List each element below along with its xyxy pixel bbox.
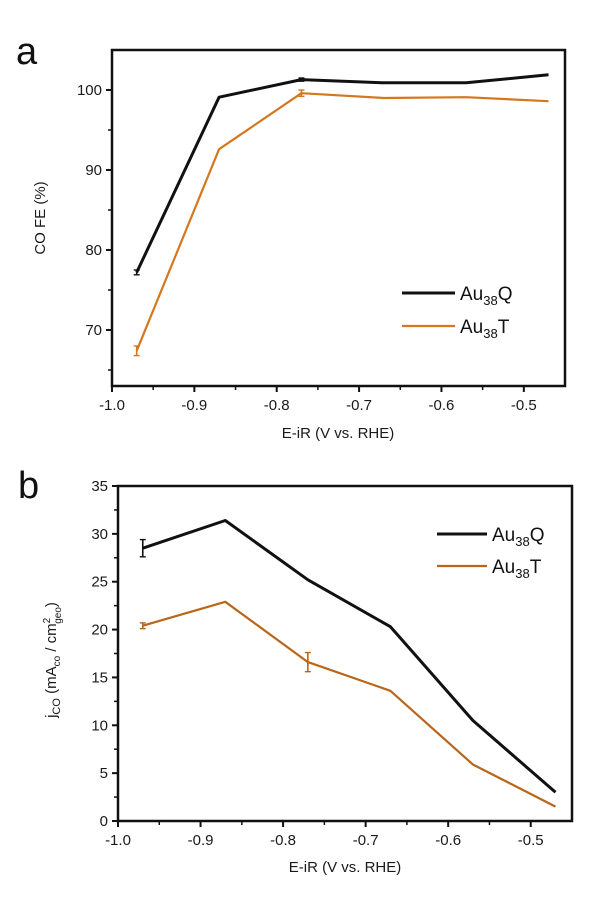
legend-base: Au [492, 557, 515, 578]
series-line-Au38T [135, 92, 549, 352]
x-tick-label: -0.8 [270, 832, 296, 849]
panel-a-marks [133, 73, 549, 357]
y-tick-label: 90 [85, 162, 102, 179]
legend-suffix: Q [530, 525, 545, 546]
panel-b-marks [139, 519, 557, 808]
x-tick-label: -0.8 [264, 397, 290, 414]
legend-label-Au38Q: Au38Q [460, 284, 513, 308]
ylabel-j-sub: CO [51, 698, 63, 715]
legend-suffix: T [498, 317, 510, 338]
error-bar-Au38T [133, 345, 140, 357]
panel-a-x-axis-label: E-iR (V vs. RHE) [282, 425, 395, 442]
ylabel-close: ) [43, 602, 60, 607]
series-line-Au38Q [142, 519, 557, 794]
panel-a-axes: -1.0 -0.9 -0.8 -0.7 -0.6 -0.5 70 80 90 100 [77, 48, 567, 414]
legend-sub: 38 [483, 293, 497, 308]
y-tick-label: 70 [85, 322, 102, 339]
y-tick-label: 15 [91, 669, 108, 686]
legend-label-Au38Q: Au38Q [492, 525, 545, 549]
error-bar-Au38Q [298, 77, 305, 82]
panel-b: b -1.0 -0.9 -0.8 -0.7 -0.6 -0.5 0 5 10 15 20 25 30 35… [18, 465, 574, 876]
y-tick-label: 20 [91, 622, 108, 639]
legend-label-Au38T: Au38T [460, 317, 510, 341]
y-tick-label: 5 [100, 765, 108, 782]
legend-base: Au [492, 525, 515, 546]
legend-sub: 38 [483, 326, 497, 341]
ylabel-unit-sub: co [52, 655, 63, 666]
legend-base: Au [460, 284, 483, 305]
legend-sub: 38 [515, 534, 529, 549]
y-tick-label: 80 [85, 242, 102, 259]
error-bar-Au38Q [133, 269, 140, 276]
error-bar-Au38T [139, 622, 146, 630]
x-tick-label: -0.6 [435, 832, 461, 849]
x-tick-label: -1.0 [105, 832, 131, 849]
x-tick-label: -0.5 [518, 832, 544, 849]
y-tick-label: 100 [77, 82, 102, 99]
legend-suffix: Q [498, 284, 513, 305]
x-tick-label: -0.5 [511, 397, 537, 414]
x-tick-label: -0.7 [346, 397, 372, 414]
legend-label-Au38T: Au38T [492, 557, 542, 581]
panel-b-y-axis-label: jCO (mAco / cm2geo) [42, 602, 64, 719]
y-tick-label: 35 [91, 478, 108, 495]
y-tick-label: 0 [100, 813, 108, 830]
panel-b-axes: -1.0 -0.9 -0.8 -0.7 -0.6 -0.5 0 5 10 15 20 25 30 35 [91, 478, 574, 849]
x-tick-label: -0.6 [429, 397, 455, 414]
legend-sub: 38 [515, 566, 529, 581]
plot-frame [110, 48, 567, 388]
legend-suffix: T [530, 557, 542, 578]
ylabel-open: (mA [43, 666, 60, 698]
x-tick-label: -0.9 [181, 397, 207, 414]
ylabel-mid: / cm [43, 623, 60, 656]
error-bar-Au38T [298, 89, 305, 98]
panel-a: a -1.0 -0.9 -0.8 -0.7 -0.6 -0.5 70 80 90 100 E-iR… [16, 31, 567, 442]
y-tick-label: 30 [91, 526, 108, 543]
error-bar-Au38Q [139, 538, 146, 558]
x-tick-label: -1.0 [99, 397, 125, 414]
panel-a-y-axis-label: CO FE (%) [32, 181, 49, 254]
ylabel-sup: 2 [42, 617, 53, 623]
x-tick-label: -0.9 [188, 832, 214, 849]
series-line-Au38T [142, 600, 556, 808]
ylabel-j: j [43, 715, 60, 719]
ylabel-geo-sub: geo [53, 607, 64, 624]
y-tick-label: 10 [91, 717, 108, 734]
series-line-Au38Q [135, 73, 549, 274]
panel-b-x-axis-label: E-iR (V vs. RHE) [289, 859, 402, 876]
x-tick-label: -0.7 [353, 832, 379, 849]
y-tick-label: 25 [91, 574, 108, 591]
panel-letter-a: a [16, 31, 38, 73]
panel-letter-b: b [18, 465, 39, 507]
error-bar-Au38T [304, 651, 311, 673]
legend-base: Au [460, 317, 483, 338]
